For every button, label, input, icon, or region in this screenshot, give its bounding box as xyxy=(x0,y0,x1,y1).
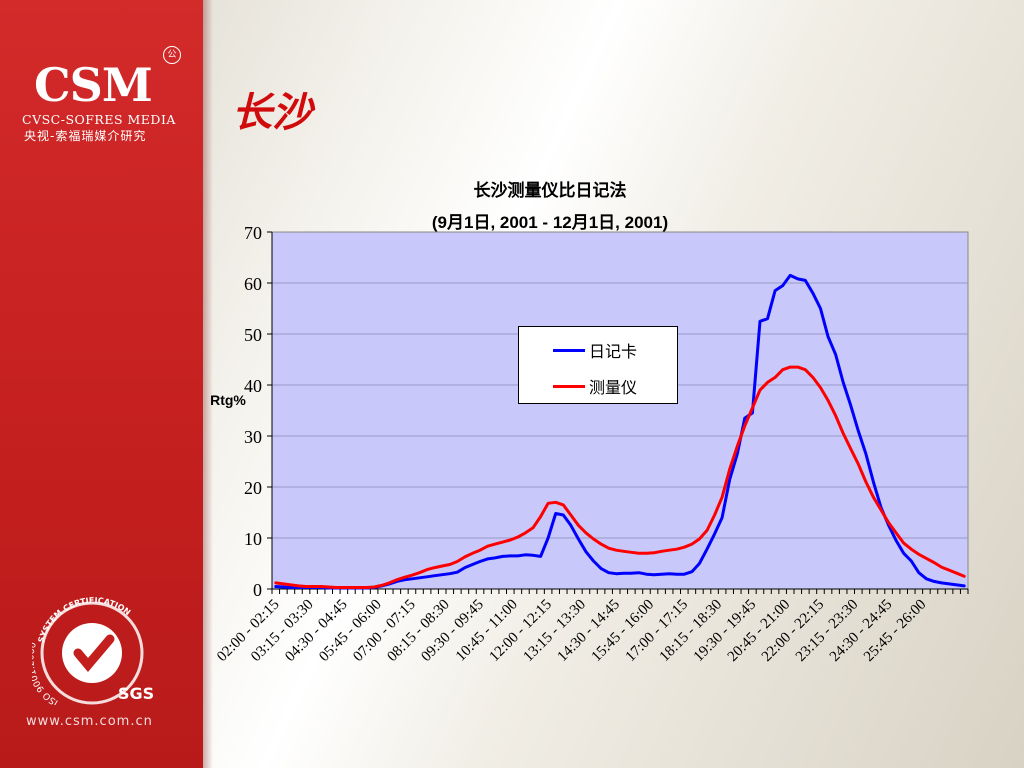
legend-label-diary: 日记卡 xyxy=(589,342,638,361)
certification-seal-icon: SYSTEM CERTIFICATION ISO 9001:2000 SGS xyxy=(32,596,154,705)
series-line-1 xyxy=(274,365,966,589)
legend-swatch-diary xyxy=(553,348,585,352)
logo: CSM CVSC-SOFRES MEDIA 央视-索福瑞媒介研究 xyxy=(22,58,197,144)
legend-item-diary: 日记卡 xyxy=(553,339,637,361)
y-tick-label: 60 xyxy=(244,274,262,294)
y-tick-label: 50 xyxy=(244,325,262,345)
legend-label-meter: 测量仪 xyxy=(589,378,638,397)
sidebar-edge-shadow xyxy=(203,0,213,768)
plot-area xyxy=(271,231,969,590)
y-tick-label: 10 xyxy=(244,529,262,549)
legend-item-meter: 测量仪 xyxy=(553,375,637,397)
y-tick-label: 70 xyxy=(244,223,262,243)
y-tick-label: 40 xyxy=(244,376,262,396)
cert-sgs-text: SGS xyxy=(118,684,154,703)
website-url: www.csm.com.cn xyxy=(26,714,153,729)
y-tick-label: 30 xyxy=(244,427,262,447)
chart-title: 长沙测量仪比日记法 xyxy=(473,181,627,200)
chart-legend: 日记卡 测量仪 xyxy=(518,326,678,404)
logo-subtitle-en: CVSC-SOFRES MEDIA xyxy=(22,112,176,127)
registered-mark-icon: 公 xyxy=(163,46,181,64)
chart-subtitle: (9月1日, 2001 - 12月1日, 2001) xyxy=(431,213,669,232)
y-tick-label: 20 xyxy=(244,478,262,498)
page-title: 长沙 xyxy=(232,89,312,136)
y-tick-label: 0 xyxy=(253,580,262,600)
logo-mark: CSM xyxy=(34,58,153,112)
y-axis-label: Rtg% xyxy=(210,392,246,408)
logo-subtitle-cn: 央视-索福瑞媒介研究 xyxy=(24,129,147,143)
legend-swatch-meter xyxy=(553,384,585,388)
